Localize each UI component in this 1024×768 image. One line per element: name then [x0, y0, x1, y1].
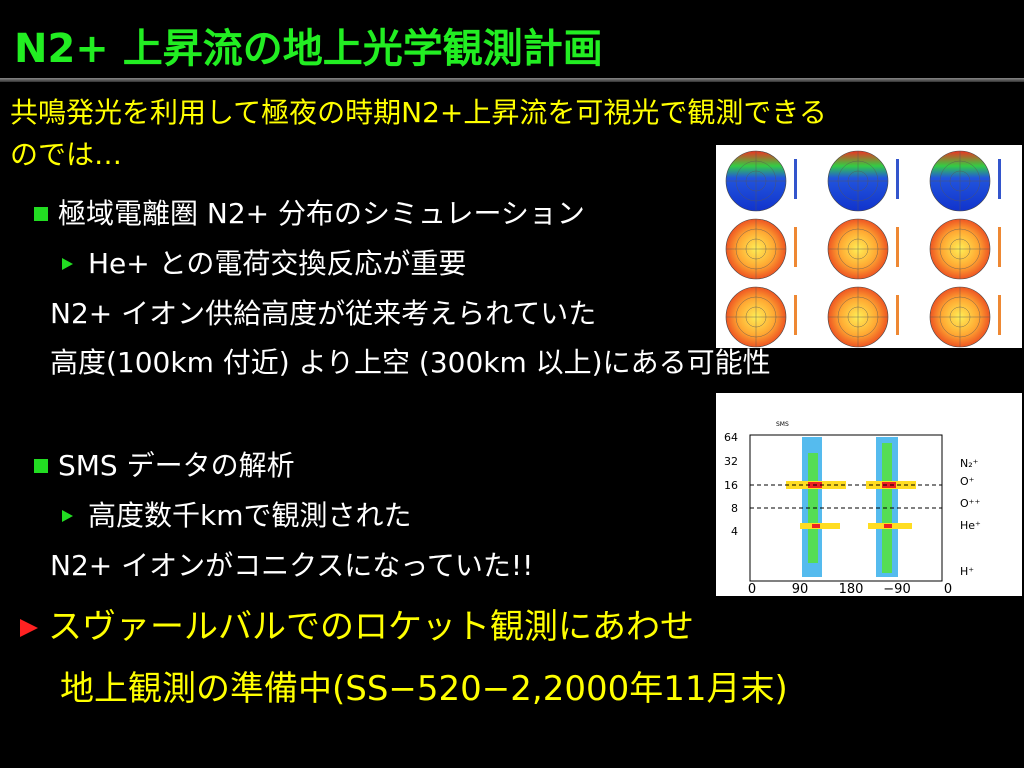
color-bar	[896, 227, 899, 267]
sms-spectrogram: SMS 64 32 16 8 4 0 90 180 −90 0 N₂⁺ O⁺ O⁺⁺ He⁺ H⁺	[716, 393, 1022, 596]
conclusion-line: 地上観測の準備中(SS−520−2,2000年11月末)	[60, 669, 788, 709]
conclusion-line: スヴァールバルでのロケット観測にあわせ	[48, 607, 694, 647]
slide-title: N2+ 上昇流の地上光学観測計画	[14, 26, 603, 72]
color-bar	[896, 295, 899, 335]
color-bar	[998, 227, 1001, 267]
sub-point: 高度数千kmで観測された	[88, 499, 412, 532]
ion-label: N₂⁺	[960, 457, 979, 470]
sub-bullet	[62, 510, 73, 522]
ion-label: H⁺	[960, 565, 974, 578]
intro-line: のでは…	[10, 138, 123, 171]
sub-bullet	[62, 258, 73, 270]
x-axis-label: −90	[883, 582, 910, 596]
y-axis-label: 8	[731, 502, 738, 515]
y-axis-label: 4	[731, 525, 738, 538]
sub-point: He+ との電荷交換反応が重要	[88, 247, 467, 280]
bullet	[34, 459, 48, 473]
ion-label: O⁺	[960, 475, 975, 488]
x-axis-label: 180	[839, 582, 864, 596]
color-bar	[896, 159, 899, 199]
x-axis-label: 0	[944, 582, 952, 596]
x-axis-label: 0	[748, 582, 756, 596]
color-bar	[998, 295, 1001, 335]
section-heading: 極域電離圏 N2+ 分布のシミュレーション	[58, 197, 585, 230]
color-bar	[998, 159, 1001, 199]
section-heading: SMS データの解析	[58, 449, 295, 482]
x-axis-label: 90	[792, 582, 809, 596]
body-line: N2+ イオン供給高度が従来考えられていた	[50, 297, 597, 330]
svg-text:SMS: SMS	[776, 421, 789, 428]
y-axis-label: 32	[724, 455, 738, 468]
color-bar	[794, 159, 797, 199]
ion-label: He⁺	[960, 519, 981, 532]
bullet	[34, 207, 48, 221]
color-bar	[794, 227, 797, 267]
title-rule	[0, 78, 1024, 82]
color-bar	[794, 295, 797, 335]
y-axis-label: 16	[724, 479, 738, 492]
ion-label: O⁺⁺	[960, 497, 980, 510]
body-line: N2+ イオンがコニクスになっていた!!	[50, 549, 534, 582]
body-line: 高度(100km 付近) より上空 (300km 以上)にある可能性	[50, 346, 771, 379]
highlight-bullet	[20, 619, 38, 637]
intro-line: 共鳴発光を利用して極夜の時期N2+上昇流を可視光で観測できる	[10, 96, 827, 129]
y-axis-label: 64	[724, 431, 738, 444]
simulation-figure	[716, 145, 1022, 348]
